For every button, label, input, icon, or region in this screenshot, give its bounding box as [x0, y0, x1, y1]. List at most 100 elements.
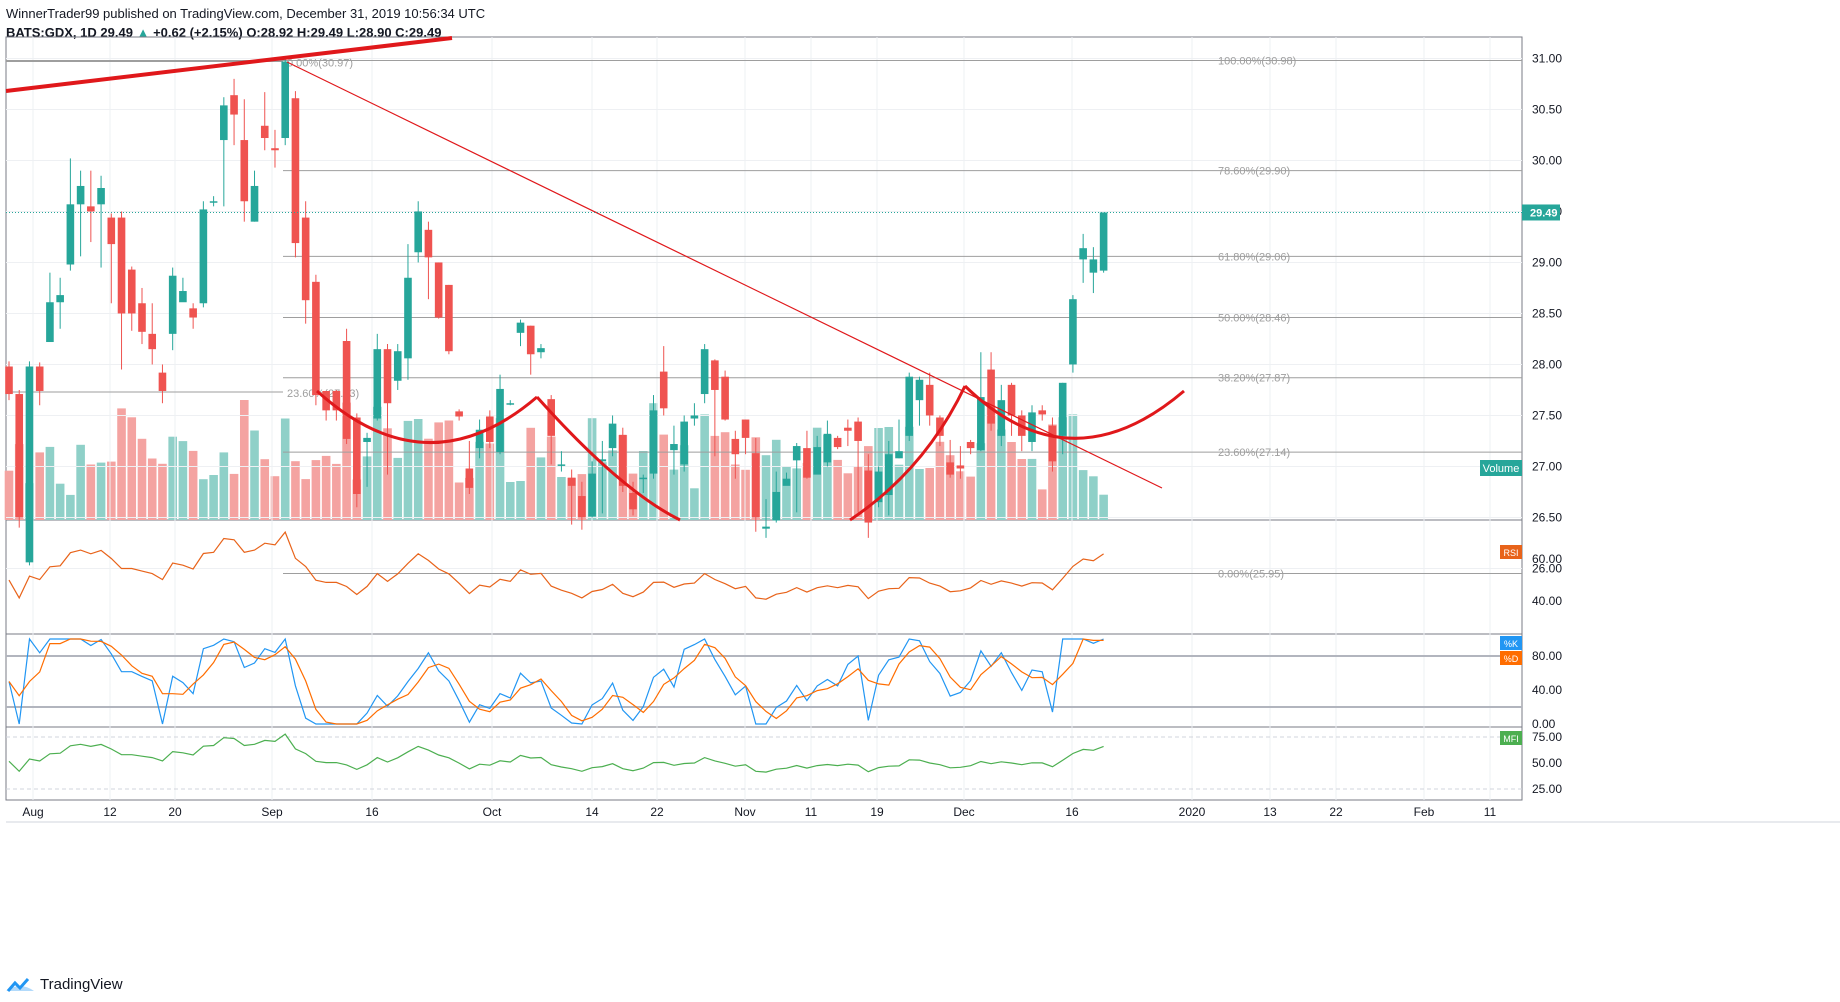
candle — [404, 244, 412, 380]
candle — [363, 432, 371, 487]
candle — [966, 439, 975, 455]
rsi-tick-label: 60.00 — [1532, 552, 1562, 566]
candle — [342, 328, 351, 445]
candle — [15, 389, 24, 528]
price-tick-label: 30.00 — [1532, 153, 1562, 167]
candle-body — [1079, 248, 1087, 260]
candle-body — [1099, 212, 1108, 271]
volume-bar — [209, 475, 218, 520]
candle-body — [762, 526, 770, 529]
candle — [35, 362, 44, 406]
volume-bar — [741, 469, 750, 520]
indicator-badge-label: MFI — [1503, 734, 1519, 744]
volume-bar — [1017, 459, 1027, 520]
volume-bar — [311, 460, 321, 520]
candle — [588, 461, 596, 518]
price-tick-label: 28.00 — [1532, 357, 1562, 371]
volume-bar — [505, 482, 515, 520]
candle — [97, 175, 105, 268]
candle — [496, 374, 504, 455]
volume-bar — [250, 430, 259, 520]
candle-body — [895, 451, 903, 459]
candle-body — [66, 204, 75, 265]
stoch-tick-label: 80.00 — [1532, 649, 1562, 663]
candle — [291, 91, 300, 258]
candle — [383, 344, 392, 475]
candle-body — [598, 459, 607, 462]
x-tick-label: 22 — [650, 805, 664, 819]
volume-bar — [843, 473, 853, 520]
candle — [46, 272, 54, 343]
candle-body — [209, 201, 218, 203]
candle-body — [1038, 410, 1047, 415]
price-tick-label: 26.00 — [1532, 561, 1562, 575]
x-tick-label: Nov — [734, 805, 755, 819]
candle-body — [148, 333, 157, 350]
volume-bar — [260, 459, 270, 520]
candle-body — [670, 444, 678, 451]
price-tick-label: 26.50 — [1532, 510, 1562, 524]
volume-bar — [4, 470, 14, 520]
candle — [25, 361, 34, 566]
volume-bar — [710, 435, 720, 520]
candle — [813, 435, 821, 475]
candle — [1048, 417, 1057, 472]
last-price: 29.49 — [100, 25, 133, 40]
volume-bar — [270, 476, 280, 520]
candle-body — [925, 384, 934, 416]
volume-bar — [107, 461, 116, 520]
volume-bar — [76, 444, 85, 520]
volume-bar — [434, 422, 443, 520]
candle-body — [373, 349, 382, 419]
mfi-line — [8, 733, 1104, 773]
candle-body — [557, 464, 566, 466]
candle-body — [342, 341, 351, 439]
volume-bar — [342, 402, 351, 520]
volume-bar — [413, 419, 423, 520]
volume-badge-label: Volume — [1483, 463, 1520, 475]
candle — [864, 454, 873, 538]
candle-body — [649, 410, 658, 474]
volume-bar — [1037, 489, 1047, 520]
candle-body — [905, 376, 914, 436]
candle — [659, 346, 668, 416]
fib-level-label: 100.00%(30.98) — [1218, 56, 1296, 68]
candle-body — [1069, 299, 1077, 365]
candle-body — [332, 390, 341, 411]
volume-bar — [823, 434, 832, 520]
stoch-tick-label: 40.00 — [1532, 683, 1562, 697]
candle-body — [291, 98, 300, 244]
candle — [250, 170, 259, 222]
volume-bar — [935, 441, 945, 520]
stoch-tick-label: 0.00 — [1532, 717, 1556, 731]
candle-body — [465, 468, 474, 488]
candle — [475, 419, 484, 459]
candle-body — [639, 477, 648, 480]
x-tick-label: Sep — [261, 805, 283, 819]
price-tick-label: 31.00 — [1532, 51, 1562, 65]
volume-bar — [321, 455, 331, 520]
volume-bar — [557, 477, 566, 520]
volume-bar — [966, 476, 975, 520]
price-chart[interactable]: 0.00%(30.97)23.60%(27.73)100.00%(30.98)7… — [0, 0, 1840, 970]
volume-bar — [403, 420, 413, 520]
fib-level-label: 61.80%(29.06) — [1218, 251, 1290, 263]
stoch-d-line — [8, 638, 1104, 725]
candle — [578, 481, 586, 530]
candle-body — [813, 447, 821, 475]
candle — [1007, 382, 1016, 436]
candle-body — [1089, 259, 1098, 273]
candle — [240, 99, 249, 222]
price-tick-label: 29.00 — [1532, 255, 1562, 269]
x-tick-label: 16 — [1065, 805, 1079, 819]
candle — [209, 196, 218, 207]
price-tick-label: 27.50 — [1532, 408, 1562, 422]
volume-bar — [393, 457, 403, 520]
volume-bar — [127, 417, 137, 520]
candle — [608, 415, 617, 457]
candle-body — [107, 217, 116, 245]
x-tick-label: 20 — [168, 805, 182, 819]
candle-body — [5, 366, 13, 395]
last-price-label: 29.49 — [1530, 207, 1558, 219]
candle — [230, 78, 238, 146]
